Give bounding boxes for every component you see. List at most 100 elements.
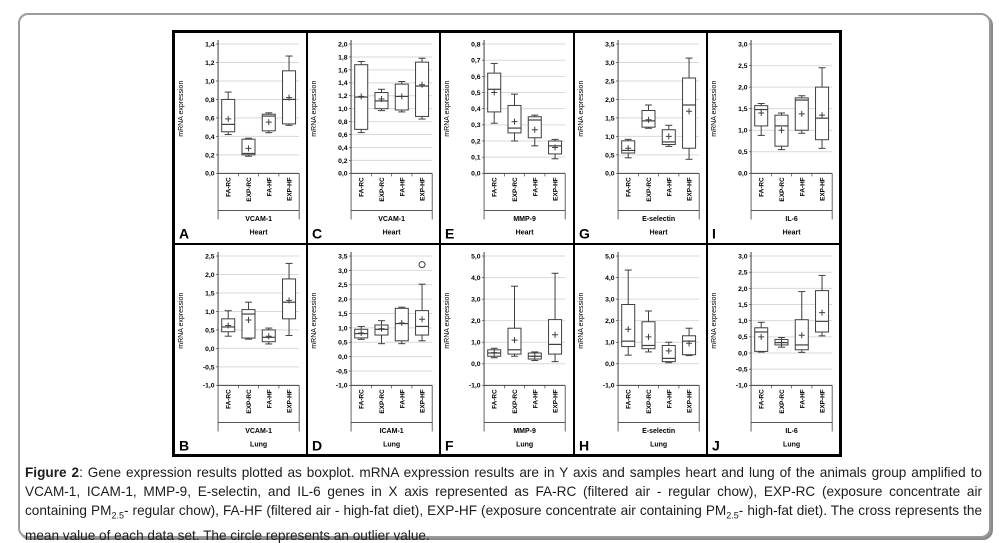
category-label: EXP-HF — [420, 389, 427, 413]
y-tick-label: 1,5 — [738, 301, 748, 308]
y-tick-label: 1,8 — [338, 54, 348, 61]
caption-segment: 2.5 — [111, 510, 124, 521]
category-label: FA-HF — [799, 177, 806, 196]
panel-letter: B — [179, 437, 189, 453]
box-group-FA-RC — [620, 269, 635, 356]
mean-marker — [491, 349, 498, 356]
box-group-EXP-HF — [814, 67, 829, 149]
category-label: EXP-RC — [512, 388, 519, 413]
box-group-EXP-RC — [641, 104, 656, 129]
organ-label: Heart — [649, 229, 668, 236]
category-label: EXP-HF — [420, 177, 427, 201]
mean-marker — [358, 93, 365, 100]
box-group-FA-HF — [261, 112, 276, 134]
y-tick-label: 4,0 — [605, 274, 615, 281]
organ-label: Heart — [250, 229, 269, 236]
organ-label: Heart — [782, 229, 801, 236]
panel-letter: C — [312, 225, 322, 241]
gene-label: MMP-9 — [514, 216, 537, 223]
y-tick-label: 1,0 — [738, 128, 748, 135]
boxplot-panel-F: -1,0 0,0 1,0 2,0 3,0 4,0 5,0 FA-RC EXP-RC FA-HF EX… — [441, 244, 573, 454]
category-label: EXP-RC — [779, 177, 786, 202]
boxplot-panel-A: 0,0 0,2 0,4 0,6 0,8 1,0 1,2 1,4 FA-RC EXP-RC FA-HF… — [175, 33, 307, 243]
y-axis-title: mRNA expression — [711, 292, 718, 348]
y-tick-label: 1,6 — [338, 67, 348, 74]
mean-marker — [378, 95, 385, 102]
category-label: FA-RC — [759, 177, 766, 197]
caption-segment: - high-fat diet). The cross represents t… — [25, 503, 983, 543]
mean-marker — [511, 118, 518, 125]
y-tick-label: 0,2 — [472, 138, 482, 145]
category-label: EXP-HF — [553, 177, 560, 201]
boxplot-chart: 0,0 0,5 1,0 1,5 2,0 2,5 3,0 FA-RC EXP-RC FA-HF EXP… — [711, 40, 833, 241]
boxplot-chart: 0,0 0,2 0,4 0,6 0,8 1,0 1,2 1,4 1,6 1,8 2,0 FA-RC EX… — [311, 40, 433, 241]
y-tick-label: -0,5 — [203, 364, 215, 371]
mean-marker — [798, 110, 805, 117]
box-group-FA-RC — [487, 347, 502, 358]
category-label: EXP-HF — [819, 177, 826, 201]
y-tick-label: 0,0 — [605, 361, 615, 368]
organ-label: Lung — [250, 441, 267, 448]
y-axis-title: mRNA expression — [178, 81, 185, 137]
y-tick-label: 1,5 — [605, 115, 615, 122]
y-tick-label: 2,5 — [738, 63, 748, 70]
y-tick-label: 0,7 — [472, 58, 482, 65]
y-tick-label: 0,5 — [205, 327, 215, 334]
panel-letter: E — [445, 225, 454, 241]
y-tick-label: 0,6 — [205, 115, 215, 122]
category-label: EXP-HF — [553, 389, 560, 413]
box-group-EXP-RC — [641, 309, 656, 352]
y-tick-label: 3,5 — [605, 41, 615, 48]
y-tick-label: 0,0 — [338, 353, 348, 360]
y-tick-label: 1,5 — [205, 290, 215, 297]
mean-marker — [265, 332, 272, 339]
y-tick-label: 0,0 — [738, 171, 748, 178]
y-tick-label: 0,8 — [472, 41, 482, 48]
caption-segment: 2.5 — [726, 510, 739, 521]
y-tick-label: 1,0 — [205, 308, 215, 315]
mean-marker — [419, 315, 426, 322]
organ-label: Lung — [783, 441, 800, 448]
organ-label: Heart — [383, 229, 402, 236]
mean-marker — [225, 115, 232, 122]
y-tick-label: 0,0 — [338, 171, 348, 178]
gene-label: IL-6 — [785, 427, 798, 434]
y-tick-label: 0,1 — [472, 155, 482, 162]
organ-label: Lung — [516, 441, 533, 448]
boxplot-panel-H: -1,0 0,0 1,0 2,0 3,0 4,0 5,0 FA-RC EXP-RC FA-HF EX… — [574, 244, 706, 454]
box-group-FA-HF — [394, 81, 409, 113]
box-group-EXP-HF — [282, 55, 297, 126]
y-axis-title: mRNA expression — [311, 292, 318, 348]
y-tick-label: 0,5 — [338, 339, 348, 346]
category-label: EXP-RC — [779, 388, 786, 413]
category-label: EXP-HF — [686, 389, 693, 413]
y-tick-label: 5,0 — [605, 253, 615, 260]
gene-label: E-selectin — [642, 427, 675, 434]
box-group-FA-HF — [528, 114, 543, 147]
boxplot-panel-I: 0,0 0,5 1,0 1,5 2,0 2,5 3,0 FA-RC EXP-RC FA-HF EXP… — [707, 33, 839, 243]
category-label: FA-HF — [399, 389, 406, 408]
mean-marker — [511, 336, 518, 343]
y-tick-label: 1,0 — [338, 325, 348, 332]
mean-marker — [286, 296, 293, 303]
box-group-FA-RC — [753, 321, 769, 353]
y-tick-label: 0,0 — [472, 171, 482, 178]
y-tick-label: 0,4 — [338, 145, 348, 152]
box-group-EXP-RC — [507, 93, 522, 142]
panel-letter: J — [712, 437, 720, 453]
y-axis-title: mRNA expression — [711, 81, 718, 137]
y-tick-label: -1,0 — [602, 382, 614, 389]
y-tick-label: 0,0 — [605, 171, 615, 178]
y-tick-label: 0,0 — [205, 171, 215, 178]
gene-label: VCAM-1 — [245, 427, 272, 434]
category-label: FA-HF — [266, 177, 273, 196]
box-group-FA-RC — [354, 60, 369, 134]
category-label: EXP-RC — [379, 388, 386, 413]
y-tick-label: 1,5 — [738, 106, 748, 113]
mean-marker — [378, 325, 385, 332]
y-tick-label: 0,2 — [338, 158, 348, 165]
category-label: FA-RC — [625, 177, 632, 197]
y-tick-label: 1,0 — [338, 106, 348, 113]
y-tick-label: 1,0 — [605, 339, 615, 346]
